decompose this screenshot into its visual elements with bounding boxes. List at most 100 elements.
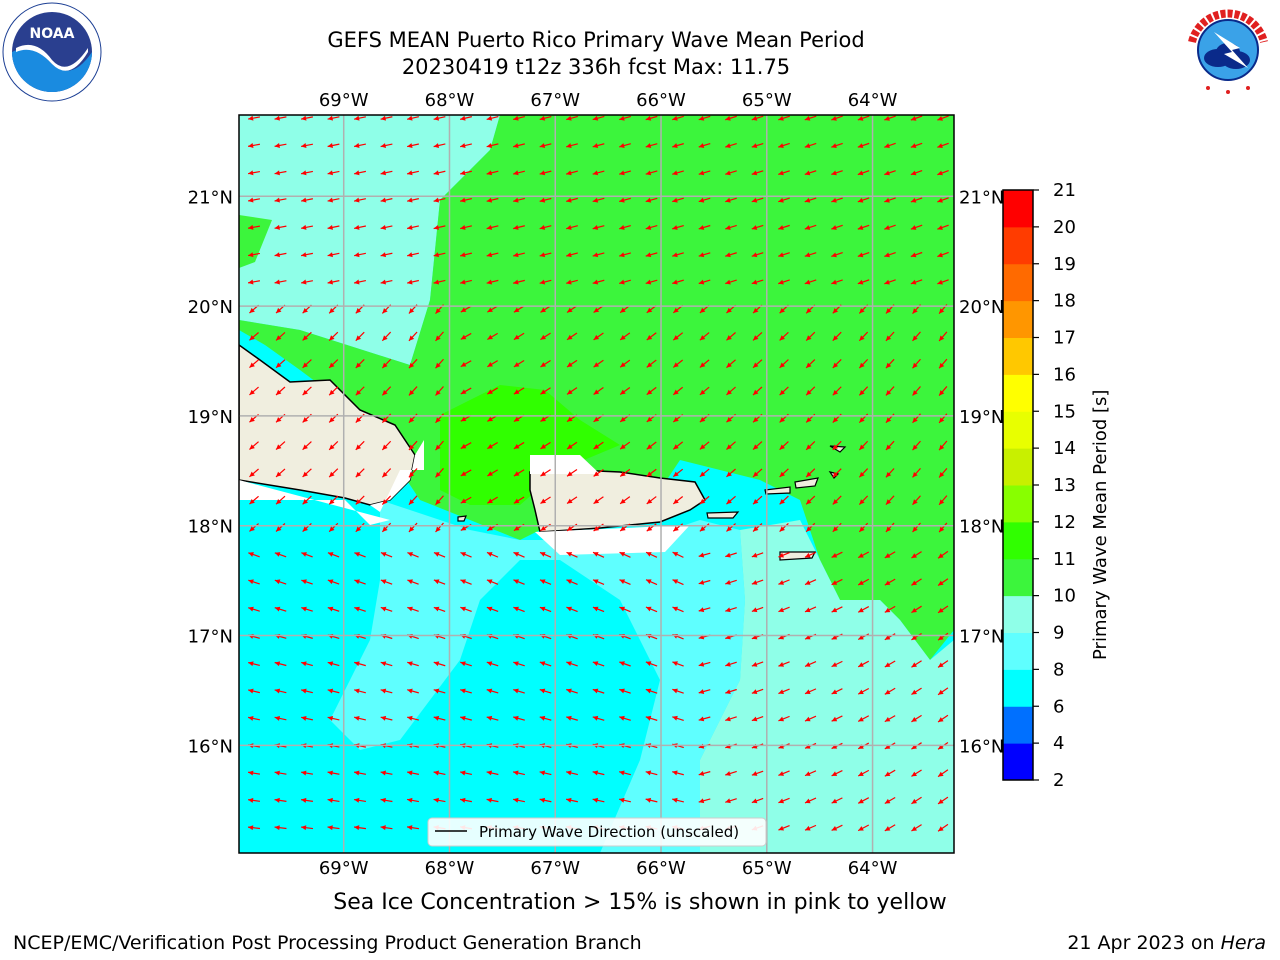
date-text: 21 Apr 2023 on [1067, 932, 1221, 954]
wave-arrow [592, 170, 605, 176]
wave-arrow [433, 115, 446, 121]
wave-arrow [725, 716, 737, 722]
wave-arrow [274, 197, 287, 203]
lon-tick-label: 65°W [742, 858, 792, 879]
wave-arrow [380, 825, 393, 831]
wave-arrow [487, 496, 498, 504]
wave-arrow [513, 387, 525, 395]
wave-arrow [513, 143, 525, 148]
wave-arrow [380, 252, 393, 258]
wave-arrow [884, 769, 896, 777]
wave-arrow [302, 468, 312, 478]
wave-arrow [805, 495, 816, 505]
wave-arrow [778, 797, 790, 804]
wave-arrow [726, 332, 736, 341]
wave-arrow [513, 797, 525, 803]
wave-arrow [619, 197, 631, 203]
wave-arrow [435, 468, 444, 478]
wave-arrow [592, 661, 605, 667]
wave-arrow [460, 360, 472, 368]
wave-arrow [355, 522, 365, 533]
wave-arrow [937, 769, 949, 778]
wave-arrow [778, 142, 790, 148]
wave-arrow [619, 496, 631, 505]
wave-arrow [779, 468, 789, 478]
wave-arrow [380, 797, 393, 803]
wave-arrow [407, 279, 419, 285]
wave-arrow [858, 358, 869, 369]
wave-arrow [592, 770, 605, 776]
wave-arrow [433, 661, 446, 667]
wave-arrow [646, 496, 657, 505]
wave-arrow [540, 332, 551, 341]
wave-arrow [751, 224, 764, 230]
wave-arrow [725, 170, 737, 176]
noaa-logo: NOAA [2, 2, 102, 102]
wave-arrow [698, 224, 711, 230]
wave-arrow [779, 441, 789, 451]
wave-arrow [300, 224, 314, 230]
wave-arrow [460, 143, 472, 148]
wave-arrow [380, 552, 393, 558]
wave-arrow [566, 305, 578, 313]
wave-arrow [354, 279, 366, 285]
wave-arrow [566, 387, 578, 395]
wave-arrow [645, 661, 658, 667]
wave-arrow [407, 143, 419, 148]
wave-arrow [592, 579, 605, 585]
wave-arrow [354, 552, 366, 558]
wave-arrow [327, 170, 340, 176]
wave-arrow [435, 440, 444, 451]
wave-arrow [778, 606, 790, 613]
wave-arrow [566, 661, 578, 667]
wave-arrow [752, 331, 763, 341]
wave-arrow [248, 688, 260, 694]
colorbar-segment [1003, 632, 1033, 670]
wave-arrow [646, 386, 657, 396]
wave-arrow [699, 441, 710, 450]
colorbar-tick-label: 8 [1053, 659, 1064, 680]
lat-tick-label: 18°N [188, 517, 233, 538]
wave-arrow [486, 197, 499, 203]
wave-arrow [460, 496, 472, 504]
wave-arrow [275, 331, 286, 341]
wave-arrow [540, 387, 551, 395]
wave-arrow [619, 252, 631, 258]
wave-arrow [592, 252, 605, 258]
wave-arrow [619, 468, 631, 477]
wave-arrow [779, 386, 789, 396]
wave-arrow [857, 715, 870, 722]
wave-arrow [911, 714, 922, 723]
wave-arrow [486, 579, 499, 585]
wave-arrow [911, 578, 922, 586]
nws-logo [1182, 4, 1274, 96]
wave-arrow [460, 224, 472, 230]
wave-arrow [725, 688, 737, 694]
wave-arrow [619, 225, 631, 230]
wave-arrow [911, 660, 922, 668]
wave-arrow [247, 143, 261, 148]
wave-arrow [327, 197, 340, 203]
wave-arrow [247, 797, 261, 803]
wave-arrow [355, 440, 365, 451]
lat-tick-label: 20°N [959, 297, 1004, 318]
wave-arrow [645, 143, 658, 148]
wave-arrow [805, 331, 816, 341]
wave-arrow [857, 551, 870, 559]
wave-arrow [857, 660, 870, 668]
wave-arrow [804, 279, 817, 285]
wave-arrow [513, 551, 525, 558]
wave-arrow [699, 495, 710, 505]
wave-arrow [460, 661, 472, 667]
wave-arrow [539, 688, 552, 694]
wave-arrow [487, 360, 498, 368]
wave-arrow [645, 252, 658, 258]
wave-arrow [539, 225, 552, 230]
wave-arrow [831, 142, 843, 148]
wave-arrow [672, 224, 684, 230]
wave-arrow [778, 552, 790, 558]
wave-arrow [698, 552, 711, 558]
lon-tick-label: 66°W [636, 858, 686, 879]
wave-arrow [885, 358, 895, 369]
wave-arrow [248, 606, 260, 612]
